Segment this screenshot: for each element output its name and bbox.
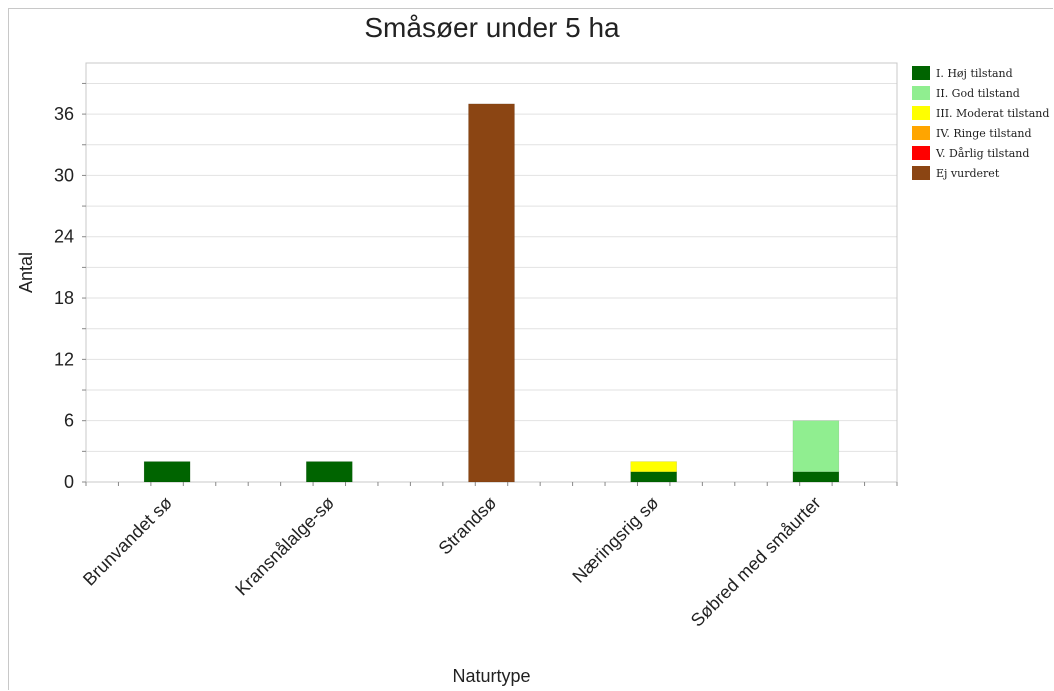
y-tick-label: 0 [64, 472, 74, 492]
bar-segment [468, 103, 515, 483]
legend-label: II. God tilstand [936, 86, 1020, 100]
legend-item: III. Moderat tilstand [912, 104, 1049, 122]
legend-label: V. Dårlig tilstand [936, 146, 1030, 160]
legend-swatch [912, 126, 930, 140]
legend-swatch [912, 86, 930, 100]
legend-swatch [912, 166, 930, 180]
legend-item: II. God tilstand [912, 84, 1049, 102]
legend-item: IV. Ringe tilstand [912, 124, 1049, 142]
bar-segment [306, 461, 353, 483]
x-tick-label: Søbred med småurter [687, 493, 825, 631]
y-tick-label: 36 [54, 104, 74, 124]
chart-title: Småsøer under 5 ha [364, 12, 620, 43]
bar-segment [792, 471, 840, 483]
bar-segment [630, 461, 677, 473]
legend-label: IV. Ringe tilstand [936, 126, 1032, 140]
x-axis-label: Naturtype [452, 666, 530, 686]
legend-item: V. Dårlig tilstand [912, 144, 1049, 162]
x-tick-label: Kransnålalge-sø [231, 493, 338, 600]
y-tick-label: 30 [54, 165, 74, 185]
chart-frame [8, 8, 1053, 690]
legend-label: III. Moderat tilstand [936, 106, 1050, 120]
chart-legend: I. Høj tilstand II. God tilstand III. Mode… [912, 64, 1049, 184]
y-axis-label: Antal [16, 252, 36, 293]
x-tick-label: Strandsø [435, 493, 501, 559]
bar-segment [630, 471, 677, 483]
legend-label: I. Høj tilstand [936, 66, 1013, 80]
legend-swatch [912, 146, 930, 160]
x-tick-label: Næringsrig sø [568, 493, 662, 587]
legend-label: Ej vurderet [936, 166, 1000, 180]
y-tick-label: 18 [54, 288, 74, 308]
x-tick-label: Brunvandet sø [79, 493, 176, 590]
legend-swatch [912, 106, 930, 120]
bar-segment [792, 420, 840, 473]
bar-segment [143, 461, 191, 483]
y-tick-label: 6 [64, 411, 74, 431]
legend-swatch [912, 66, 930, 80]
legend-item: Ej vurderet [912, 164, 1049, 182]
y-tick-label: 24 [54, 227, 74, 247]
legend-item: I. Høj tilstand [912, 64, 1049, 82]
y-tick-label: 12 [54, 349, 74, 369]
